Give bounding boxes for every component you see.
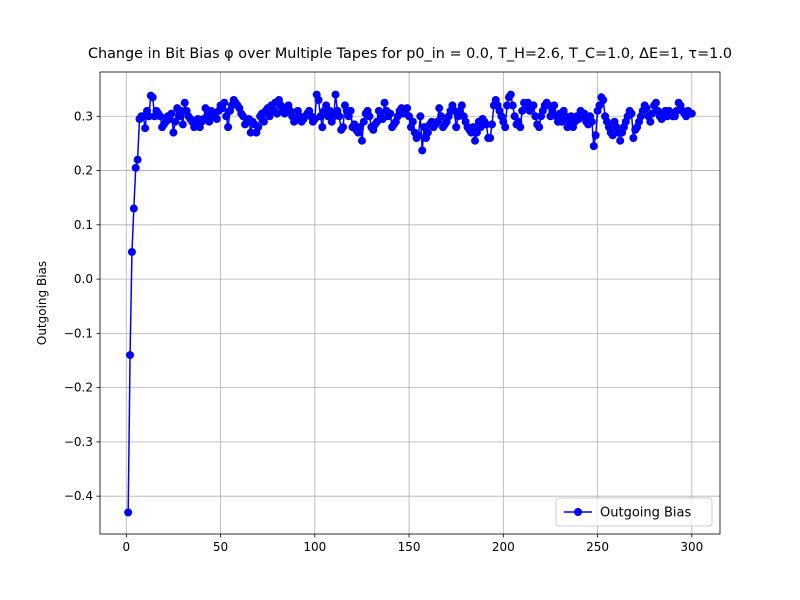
y-tick-label: 0.1 [74,218,93,232]
y-tick-label: −0.1 [64,326,93,340]
y-tick-label: 0.2 [74,164,93,178]
point [129,204,138,213]
point [127,247,136,256]
y-axis-label: Outgoing Bias [35,261,49,345]
point [508,101,517,110]
x-tick-label: 150 [398,540,421,554]
point [589,142,598,151]
point [126,351,135,360]
point [133,155,142,164]
x-tick-label: 250 [586,540,609,554]
point [331,90,340,99]
point [124,508,133,517]
point [591,131,600,140]
point [148,93,157,102]
point [180,98,189,107]
y-tick-label: −0.3 [64,435,93,449]
point [220,98,229,107]
point [167,109,176,118]
point [408,117,417,126]
point [416,112,425,121]
point [418,146,427,155]
point [259,117,268,126]
point [176,106,185,115]
point [501,123,510,132]
point [359,117,368,126]
y-tick-label: −0.4 [64,489,93,503]
legend: Outgoing Bias [555,497,713,527]
point [178,120,187,129]
point [550,101,559,110]
point [156,112,165,121]
point [503,101,512,110]
chart-title: Change in Bit Bias φ over Multiple Tapes… [88,46,732,62]
x-tick-label: 0 [122,540,130,554]
y-tick-label: 0.3 [74,109,93,123]
y-tick-label: −0.2 [64,381,93,395]
point [599,96,608,105]
point [254,123,263,132]
point [531,112,540,121]
point [414,131,423,140]
point [457,101,466,110]
point [314,96,323,105]
x-tick-label: 100 [303,540,326,554]
point [516,123,525,132]
legend-label: Outgoing Bias [600,506,692,521]
point [486,133,495,142]
point [452,123,461,132]
point [141,124,150,133]
x-tick-label: 200 [492,540,515,554]
point [357,136,366,145]
point [403,104,412,113]
point [386,109,395,118]
point [423,128,432,137]
point [365,112,374,121]
point [646,117,655,126]
point [687,109,696,118]
point [318,123,327,132]
point [471,136,480,145]
point [535,123,544,132]
x-tick-label: 50 [213,540,228,554]
point [169,128,178,137]
point [616,136,625,145]
point [131,163,140,172]
point [335,112,344,121]
point [437,112,446,121]
point [435,104,444,113]
point [224,123,233,132]
point [642,104,651,113]
point [339,123,348,132]
y-tick-label: 0.0 [74,272,93,286]
plot-frame [99,71,721,535]
x-tick-label: 300 [680,540,703,554]
point [587,117,596,126]
point [529,101,538,110]
legend-marker [574,508,582,516]
point [506,90,515,99]
point [627,109,636,118]
point [212,114,221,123]
point [380,98,389,107]
point [246,128,255,137]
legend-box [555,497,713,527]
point [488,120,497,129]
point [346,106,355,115]
point [629,133,638,142]
point [652,98,661,107]
point [144,112,153,121]
point [482,120,491,129]
